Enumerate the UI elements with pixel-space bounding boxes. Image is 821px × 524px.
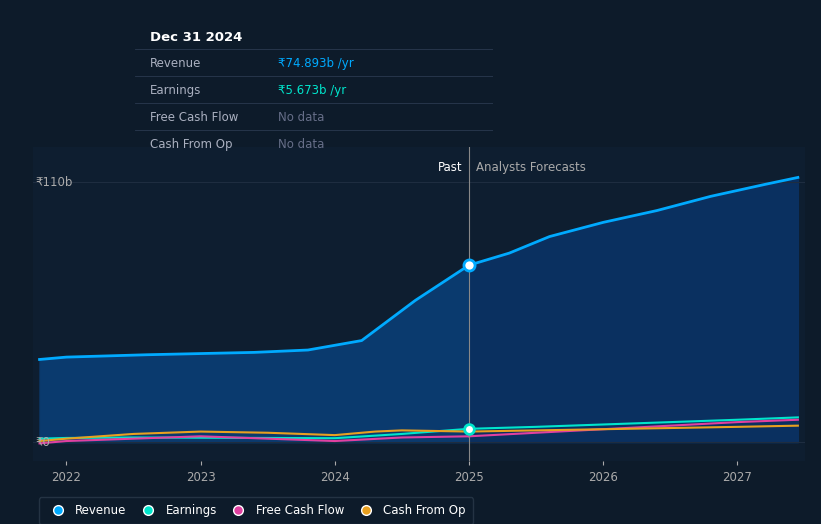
Text: No data: No data <box>278 138 324 151</box>
Text: Cash From Op: Cash From Op <box>149 138 232 151</box>
Text: Earnings: Earnings <box>149 84 201 97</box>
Text: ₹74.893b /yr: ₹74.893b /yr <box>278 57 354 70</box>
Text: No data: No data <box>278 111 324 124</box>
Text: ₹110b: ₹110b <box>35 176 73 189</box>
Legend: Revenue, Earnings, Free Cash Flow, Cash From Op: Revenue, Earnings, Free Cash Flow, Cash … <box>39 497 473 524</box>
Text: Past: Past <box>438 161 462 174</box>
Text: ₹5.673b /yr: ₹5.673b /yr <box>278 84 346 97</box>
Text: Analysts Forecasts: Analysts Forecasts <box>475 161 585 174</box>
Text: ₹0: ₹0 <box>35 436 50 449</box>
Text: Revenue: Revenue <box>149 57 201 70</box>
Text: Dec 31 2024: Dec 31 2024 <box>149 31 242 44</box>
Text: Free Cash Flow: Free Cash Flow <box>149 111 238 124</box>
